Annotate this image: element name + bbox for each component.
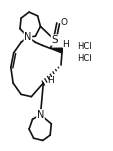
Text: S: S: [51, 35, 58, 45]
Text: H: H: [62, 40, 68, 49]
Text: N: N: [24, 32, 31, 42]
Text: HCl: HCl: [77, 42, 91, 51]
Text: O: O: [60, 18, 67, 27]
Text: H: H: [47, 76, 54, 85]
Polygon shape: [50, 48, 62, 53]
Text: HCl: HCl: [77, 54, 91, 63]
Text: N: N: [36, 110, 44, 120]
